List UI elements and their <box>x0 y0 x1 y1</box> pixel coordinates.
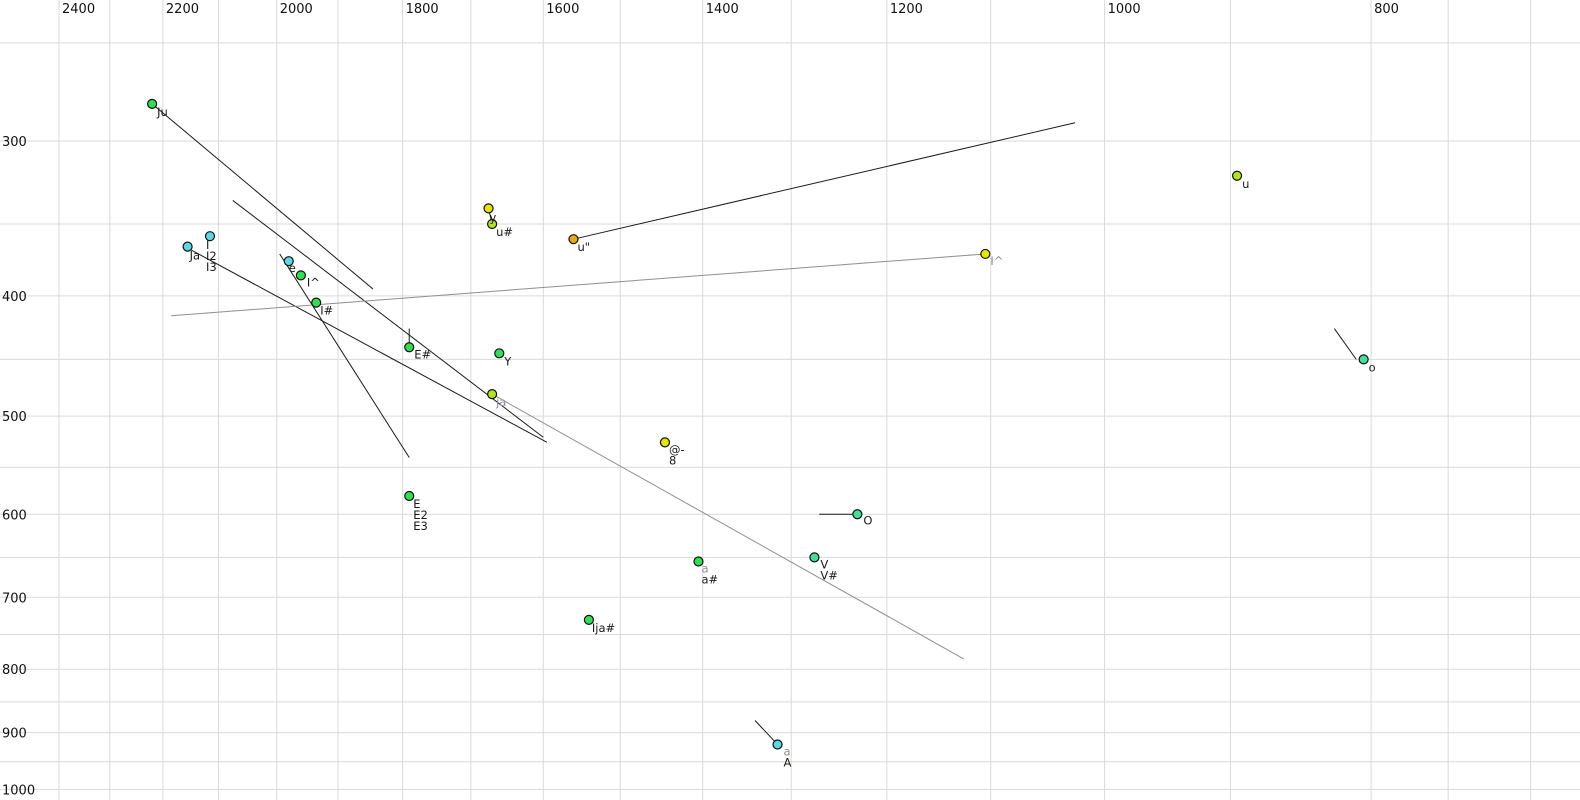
trajectory-layer <box>151 103 1357 745</box>
data-point-Y <box>494 348 505 359</box>
x-tick-label: 1000 <box>1108 2 1141 17</box>
point-label-Ju: Ju <box>156 105 168 119</box>
point-label-O: O <box>863 513 872 527</box>
axis-tick-layer: 2400 2200 2000 1800 1600 1400 1200 1000 800 300 40… <box>2 2 1399 798</box>
point-label-Y: Y <box>503 354 512 368</box>
y-tick-label: 300 <box>2 135 27 150</box>
data-point-V# <box>809 552 820 563</box>
x-tick-label: 1600 <box>546 2 579 17</box>
data-point-I <box>204 231 216 242</box>
point-label-y: y <box>490 210 497 224</box>
data-point-u# <box>487 218 498 230</box>
y-tick-label: 500 <box>2 410 27 425</box>
trajectory-u-quote <box>573 122 1076 240</box>
point-label-I: I I2 I3 <box>206 238 217 274</box>
data-point-ja <box>487 389 498 400</box>
point-label-E: E E2 E3 <box>413 497 428 533</box>
x-tick-label: 800 <box>1374 2 1399 17</box>
data-point-layer <box>147 98 1369 750</box>
x-tick-label: 2000 <box>280 2 313 17</box>
trajectory-i-hat-gray <box>171 253 986 317</box>
data-point-Ja <box>182 241 193 252</box>
trajectory-Ja <box>190 249 548 443</box>
data-point-u <box>1231 170 1243 181</box>
x-tick-label: 1200 <box>890 2 923 17</box>
data-point-E <box>404 490 415 502</box>
point-label-@-: @-8 <box>669 442 685 467</box>
y-tick-label: 400 <box>2 290 27 305</box>
point-label-I^: I^ <box>307 275 320 289</box>
y-tick-label: 600 <box>2 508 27 523</box>
point-label-I^2: I^ <box>990 254 1003 268</box>
x-tick-label: 2400 <box>62 2 95 17</box>
x-tick-label: 1400 <box>706 2 739 17</box>
point-label-e: e <box>289 261 296 275</box>
data-point-I^ <box>295 270 306 281</box>
trajectory-ja-gray <box>491 393 965 660</box>
x-tick-label: 2200 <box>166 2 199 17</box>
point-label-ja: ja <box>495 395 506 409</box>
point-label-u#: u# <box>496 225 513 239</box>
x-tick-label: 1800 <box>406 2 439 17</box>
point-label-V#: V V# <box>820 557 838 582</box>
point-label-u: u <box>1242 177 1249 191</box>
data-point-y <box>483 203 494 214</box>
point-label-u": u" <box>577 240 590 254</box>
y-tick-label: 1000 <box>2 783 35 798</box>
segment-A <box>754 720 778 745</box>
trajectory-Ju <box>151 103 374 290</box>
y-tick-label: 800 <box>2 663 27 678</box>
data-point-e <box>283 256 294 267</box>
point-label-Ija#: Ija# <box>592 621 615 635</box>
y-tick-label: 700 <box>2 591 27 606</box>
data-point-Ju <box>147 98 158 109</box>
data-point-I# <box>311 297 322 308</box>
data-point-E# <box>404 342 415 353</box>
data-point-A <box>772 739 783 750</box>
point-label-a#: a a# <box>701 562 718 587</box>
point-label-Ja: Ja <box>189 249 200 263</box>
data-point-o <box>1358 354 1369 365</box>
point-label-E#: E# <box>414 347 431 361</box>
y-tick-label: 900 <box>2 727 27 742</box>
trajectory-I-cluster <box>279 253 410 458</box>
data-point-a# <box>693 556 704 567</box>
data-point-@- <box>659 437 671 448</box>
point-label-I#: I# <box>320 304 333 318</box>
data-point-u" <box>568 234 579 245</box>
point-label-layer: Ju Ja I I2 I3 e I^ I# yu# u" E# Yja @-8 E E2 E3 Oa a# V V# I… <box>156 105 1376 770</box>
data-point-Ija# <box>583 614 594 625</box>
data-point-I^2 <box>980 248 991 260</box>
segment-o <box>1333 328 1357 360</box>
data-point-O <box>852 509 863 520</box>
point-label-o: o <box>1369 360 1376 374</box>
